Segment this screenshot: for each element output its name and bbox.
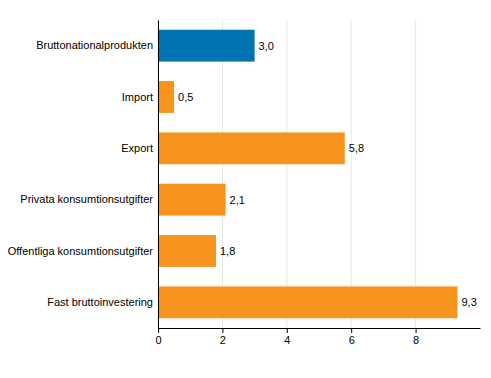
y-tick: Fast bruttoinvestering xyxy=(47,296,158,308)
data-label: 1,8 xyxy=(220,245,235,257)
x-tick-label: 0 xyxy=(155,334,161,346)
x-tick-label: 2 xyxy=(220,334,226,346)
y-tick: Import xyxy=(122,91,158,103)
x-tick-label: 8 xyxy=(413,334,419,346)
y-axis-line xyxy=(158,21,159,329)
x-tick: 4 xyxy=(284,328,290,346)
data-label: 9,3 xyxy=(461,296,476,308)
x-tick: 2 xyxy=(220,328,226,346)
y-tick: Bruttonationalprodukten xyxy=(36,39,158,51)
x-tick-mark xyxy=(416,328,417,333)
bar xyxy=(158,132,345,164)
y-axis: Bruttonationalprodukten Import Export Priva… xyxy=(8,21,159,329)
x-tick-mark xyxy=(287,328,288,333)
grid-line xyxy=(222,20,223,328)
x-tick-mark xyxy=(158,328,159,333)
bar xyxy=(158,286,457,318)
y-tick-label: Fast bruttoinvestering xyxy=(47,296,153,308)
data-label: 2,1 xyxy=(230,194,245,206)
grid-line xyxy=(415,20,416,328)
x-tick: 8 xyxy=(413,328,419,346)
chart: 3,0 0,5 5,8 2,1 1,8 9,3 0 2 4 6 8 Bruttonationalpro… xyxy=(0,0,491,378)
data-label: 3,0 xyxy=(259,40,274,52)
y-tick: Privata konsumtionsutgifter xyxy=(20,193,158,205)
y-tick-label: Export xyxy=(121,142,153,154)
grid-line xyxy=(158,20,159,328)
y-tick-label: Offentliga konsumtionsutgifter xyxy=(8,245,154,257)
bars xyxy=(158,30,457,318)
grid-line xyxy=(351,20,352,328)
y-tick-label: Bruttonationalprodukten xyxy=(36,39,153,51)
y-tick-label: Privata konsumtionsutgifter xyxy=(20,193,153,205)
grid-line xyxy=(286,20,287,328)
y-tick: Export xyxy=(121,142,158,154)
bar xyxy=(158,184,226,216)
data-label: 5,8 xyxy=(349,142,364,154)
x-tick-mark xyxy=(351,328,352,333)
data-labels: 3,0 0,5 5,8 2,1 1,8 9,3 xyxy=(178,40,477,309)
x-tick-label: 6 xyxy=(349,334,355,346)
x-axis-line xyxy=(159,328,481,329)
y-tick-label: Import xyxy=(122,91,153,103)
x-tick: 6 xyxy=(349,328,355,346)
x-tick-label: 4 xyxy=(284,334,290,346)
data-label: 0,5 xyxy=(178,91,193,103)
bar xyxy=(158,235,216,267)
y-tick: Offentliga konsumtionsutgifter xyxy=(8,245,158,257)
bar xyxy=(158,30,255,62)
plot: 3,0 0,5 5,8 2,1 1,8 9,3 0 2 4 6 8 Bruttonationalpro… xyxy=(8,20,481,346)
bar xyxy=(158,81,174,113)
x-axis: 0 2 4 6 8 xyxy=(155,328,480,346)
x-tick: 0 xyxy=(155,328,161,346)
x-tick-mark xyxy=(222,328,223,333)
grid xyxy=(158,20,416,328)
